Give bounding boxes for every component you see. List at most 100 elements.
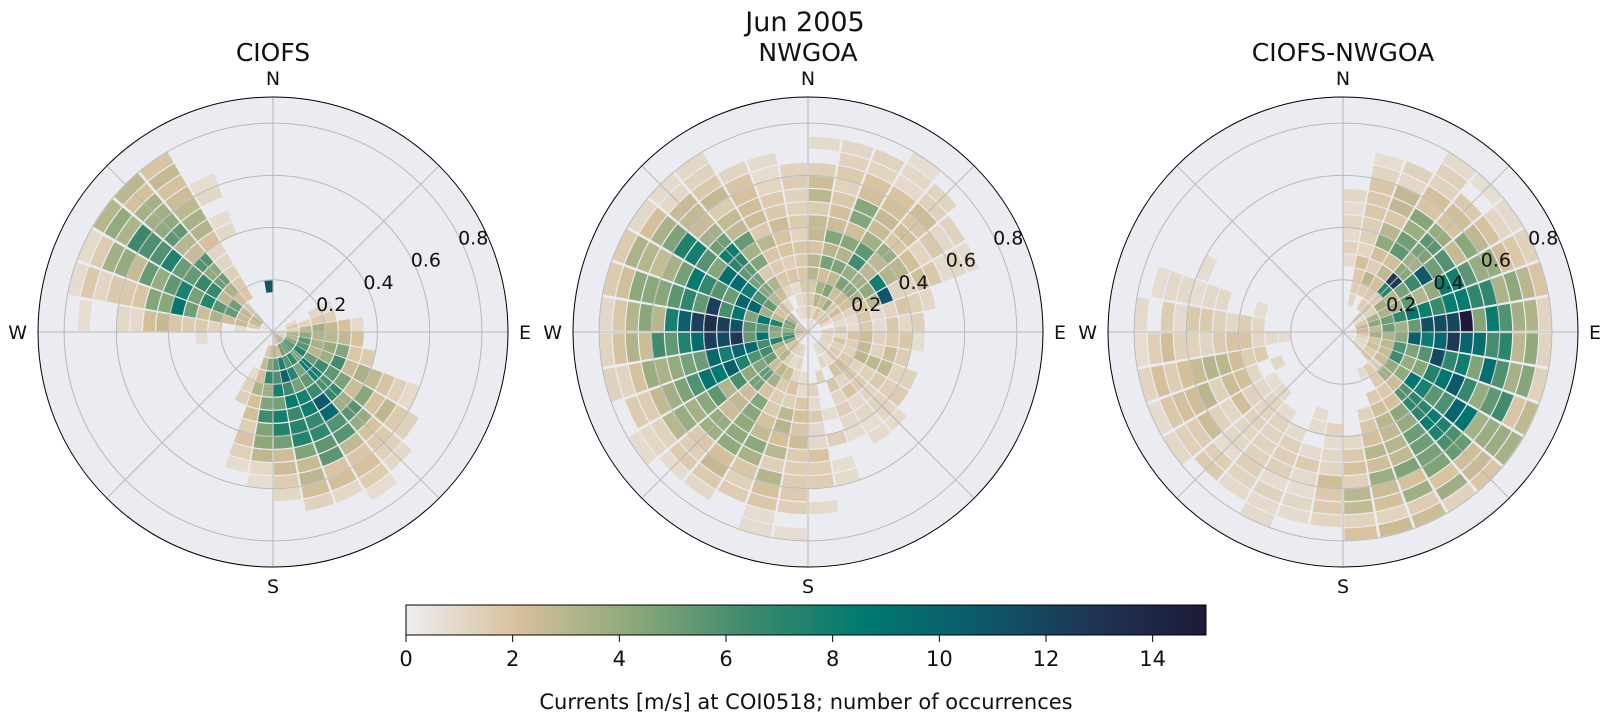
histogram-bin [1510, 333, 1526, 363]
histogram-bin [750, 423, 772, 442]
histogram-bin [1276, 402, 1297, 422]
histogram-bin [907, 152, 941, 181]
histogram-bin [847, 323, 860, 332]
histogram-bin [1290, 467, 1317, 486]
histogram-bin [1366, 312, 1380, 323]
histogram-bin [1221, 373, 1241, 397]
histogram-bin [275, 344, 282, 358]
histogram-bin [756, 234, 776, 253]
panel-title: NWGOA [758, 38, 857, 67]
histogram-bin [352, 453, 381, 478]
histogram-bin [1392, 310, 1407, 323]
histogram-bin [1484, 207, 1512, 240]
histogram-bin [786, 338, 798, 349]
histogram-bin [759, 306, 774, 319]
histogram-bin [831, 341, 845, 352]
histogram-bin [777, 499, 807, 515]
histogram-bin [1420, 332, 1434, 348]
histogram-bin [1405, 343, 1420, 359]
histogram-bin [887, 186, 916, 211]
histogram-bin [861, 412, 883, 433]
histogram-bin [1397, 468, 1427, 491]
histogram-bin [1369, 332, 1382, 339]
radial-tick-label: 0.2 [316, 294, 346, 316]
histogram-bin [285, 334, 299, 341]
histogram-bin [273, 345, 278, 358]
colorbar-tick-label: 10 [926, 647, 953, 671]
histogram-bin [189, 173, 219, 196]
histogram-bin [1160, 301, 1176, 331]
histogram-bin [169, 314, 183, 332]
histogram-bin [1485, 305, 1500, 331]
angular-gridline [1176, 331, 1344, 499]
angular-gridline [1342, 165, 1510, 333]
histogram-bin [1434, 274, 1453, 296]
histogram-bin [1240, 348, 1257, 367]
histogram-bin [809, 136, 841, 152]
histogram-bin [224, 306, 239, 319]
histogram-bin [127, 224, 152, 253]
histogram-bin [261, 325, 273, 332]
direction-label-s: S [1337, 576, 1349, 598]
histogram-bin [764, 204, 787, 221]
histogram-bin [1472, 332, 1487, 356]
histogram-bin [738, 517, 773, 537]
histogram-bin [664, 308, 679, 332]
histogram-bin [599, 333, 615, 367]
histogram-bin [296, 455, 321, 473]
histogram-bin [1242, 385, 1263, 407]
histogram-bin [842, 306, 857, 319]
histogram-bin [1383, 358, 1399, 374]
histogram-bin [786, 448, 808, 462]
histogram-bin [1356, 332, 1369, 337]
histogram-bin [1498, 303, 1513, 331]
histogram-bin [295, 389, 312, 405]
histogram-bin [795, 329, 808, 332]
histogram-bin [350, 316, 364, 332]
histogram-bin [773, 229, 792, 246]
histogram-bin [782, 366, 795, 381]
angular-gridline [641, 165, 809, 333]
histogram-bin [364, 391, 386, 415]
colorbar-ticks: 0 2 4 6 8 10 12 14 [399, 635, 1166, 671]
histogram-bin [730, 319, 744, 332]
histogram-bin [273, 332, 285, 339]
histogram-bin [1281, 492, 1313, 512]
histogram-bin [651, 305, 666, 331]
histogram-bin [1442, 152, 1476, 181]
histogram-bin [1160, 333, 1176, 363]
histogram-bin [293, 345, 307, 357]
histogram-bin [784, 188, 808, 203]
histogram-bin [384, 404, 408, 432]
histogram-bin [790, 228, 808, 242]
histogram-bin [662, 224, 687, 253]
histogram-bin [730, 185, 758, 207]
histogram-bin [651, 333, 666, 359]
radial-tick-label: 0.8 [458, 228, 488, 250]
histogram-bin [678, 332, 692, 354]
histogram-bin [212, 300, 228, 314]
histogram-bin [1226, 332, 1240, 352]
histogram-bin [347, 346, 363, 363]
histogram-bin [797, 384, 808, 397]
histogram-bin [330, 354, 346, 371]
histogram-bin [1344, 525, 1378, 541]
histogram-bin [821, 283, 834, 298]
histogram-bin [283, 338, 295, 349]
histogram-bin [857, 341, 872, 354]
histogram-bin [792, 409, 808, 423]
histogram-bin [662, 411, 687, 440]
histogram-bin [788, 215, 808, 229]
histogram-bin [286, 366, 299, 381]
histogram-bin [327, 468, 357, 491]
histogram-bin [744, 341, 759, 354]
histogram-bin [208, 210, 232, 230]
histogram-bin [1371, 165, 1400, 184]
histogram-bin [758, 382, 775, 400]
histogram-bin [116, 305, 131, 331]
histogram-bin [817, 268, 830, 283]
histogram-bin [1485, 333, 1500, 359]
histogram-bin [1355, 323, 1369, 330]
histogram-bin [1454, 404, 1478, 432]
histogram-bin [686, 373, 706, 397]
